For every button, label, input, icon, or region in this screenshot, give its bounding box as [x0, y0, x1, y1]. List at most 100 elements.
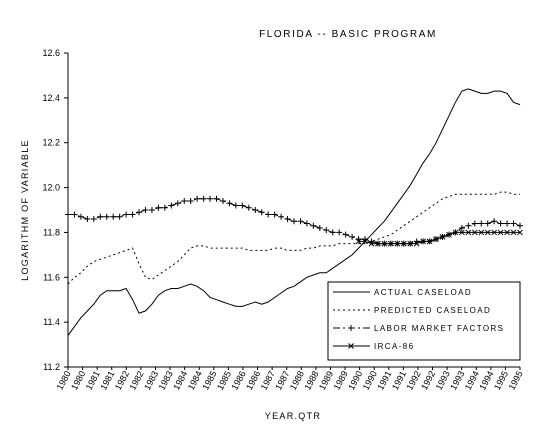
series-irca-86: [355, 229, 523, 247]
data-point: [355, 238, 362, 245]
data-point: [174, 200, 181, 207]
series-line: [358, 231, 520, 245]
data-point: [471, 220, 478, 227]
data-point: [400, 240, 407, 247]
data-point: [484, 229, 491, 236]
legend: ACTUAL CASELOAD PREDICTED CASELOAD LABOR M…: [327, 281, 521, 361]
data-point: [517, 229, 523, 236]
data-point: [90, 215, 97, 222]
data-point: [219, 198, 226, 205]
y-axis-label: LOGARITHM OF VARIABLE: [20, 139, 30, 281]
data-point: [77, 213, 84, 220]
data-point: [155, 204, 162, 211]
y-tick-label: 11.4: [43, 317, 60, 327]
data-point: [504, 220, 511, 227]
data-point: [433, 236, 439, 243]
data-point: [316, 224, 323, 231]
data-point: [458, 224, 465, 231]
data-point: [194, 195, 201, 202]
x-tick-label: 1995: [507, 369, 525, 391]
series-actual-caseload: [67, 88, 521, 336]
legend-box: [327, 281, 521, 361]
y-tick-label: 11.8: [43, 227, 60, 237]
legend-item: IRCA-86: [333, 342, 414, 351]
data-point: [497, 229, 504, 236]
legend-label: IRCA-86: [374, 342, 414, 351]
data-point: [65, 211, 71, 218]
data-point: [349, 233, 356, 240]
data-point: [329, 229, 336, 236]
series-predicted-caseload: [67, 191, 520, 285]
data-point: [491, 229, 498, 236]
data-point: [478, 220, 485, 227]
data-point: [161, 204, 168, 211]
data-point: [381, 240, 388, 247]
data-point: [116, 213, 123, 220]
x-axis-label: YEAR.QTR: [265, 411, 321, 421]
data-point: [471, 229, 478, 236]
data-point: [200, 195, 207, 202]
data-point: [336, 229, 343, 236]
legend-label: ACTUAL CASELOAD: [374, 288, 472, 297]
data-point: [348, 325, 354, 331]
data-point: [97, 213, 104, 220]
data-point: [271, 211, 278, 218]
x-ticks: 1980198019811981198219821983198319841984…: [55, 367, 525, 392]
data-point: [142, 207, 149, 213]
data-point: [148, 207, 155, 213]
data-point: [504, 229, 510, 236]
y-tick-label: 11.6: [43, 272, 60, 282]
data-point: [71, 211, 78, 218]
data-point: [510, 229, 517, 236]
y-tick-label: 12.6: [42, 48, 60, 58]
data-point: [213, 195, 220, 202]
data-point: [303, 220, 310, 227]
legend-item: LABOR MARKET FACTORS: [333, 324, 503, 333]
y-tick-label: 12.4: [42, 93, 60, 103]
data-point: [368, 240, 375, 247]
data-point: [413, 240, 420, 247]
data-point: [129, 211, 136, 218]
y-tick-label: 12.0: [42, 183, 60, 193]
data-point: [265, 211, 272, 218]
series-layer: [65, 88, 523, 336]
series-line: [67, 191, 520, 285]
data-point: [323, 227, 330, 234]
data-point: [420, 238, 426, 245]
y-tick-label: 12.2: [42, 138, 60, 148]
data-point: [465, 229, 472, 236]
data-point: [232, 202, 239, 209]
data-point: [388, 240, 394, 247]
y-ticks: 11.2 11.4 11.6 11.8 12.0 12.2 12.4 12.6: [42, 48, 68, 372]
data-point: [168, 202, 175, 209]
data-point: [252, 207, 259, 213]
data-point: [310, 222, 317, 229]
data-point: [362, 238, 368, 245]
data-point: [284, 215, 291, 222]
data-point: [484, 220, 491, 227]
data-point: [245, 204, 252, 211]
plot-frame: [67, 53, 520, 368]
data-point: [510, 220, 517, 227]
series-line: [68, 198, 521, 245]
data-point: [348, 343, 354, 349]
data-point: [84, 215, 91, 222]
data-point: [426, 238, 433, 245]
data-point: [446, 231, 452, 238]
data-point: [497, 220, 504, 227]
data-point: [136, 209, 143, 216]
data-point: [207, 195, 214, 202]
legend-item: ACTUAL CASELOAD: [333, 288, 472, 297]
legend-label: PREDICTED CASELOAD: [374, 306, 491, 315]
data-point: [239, 202, 246, 209]
series-labor-market-factors: [65, 195, 523, 247]
data-point: [110, 213, 117, 220]
y-tick-label: 11.2: [43, 362, 60, 372]
data-point: [407, 240, 414, 247]
data-point: [439, 234, 446, 240]
data-point: [278, 213, 285, 220]
series-line: [67, 88, 521, 336]
data-point: [297, 218, 304, 225]
data-point: [465, 222, 472, 229]
data-point: [478, 229, 485, 236]
